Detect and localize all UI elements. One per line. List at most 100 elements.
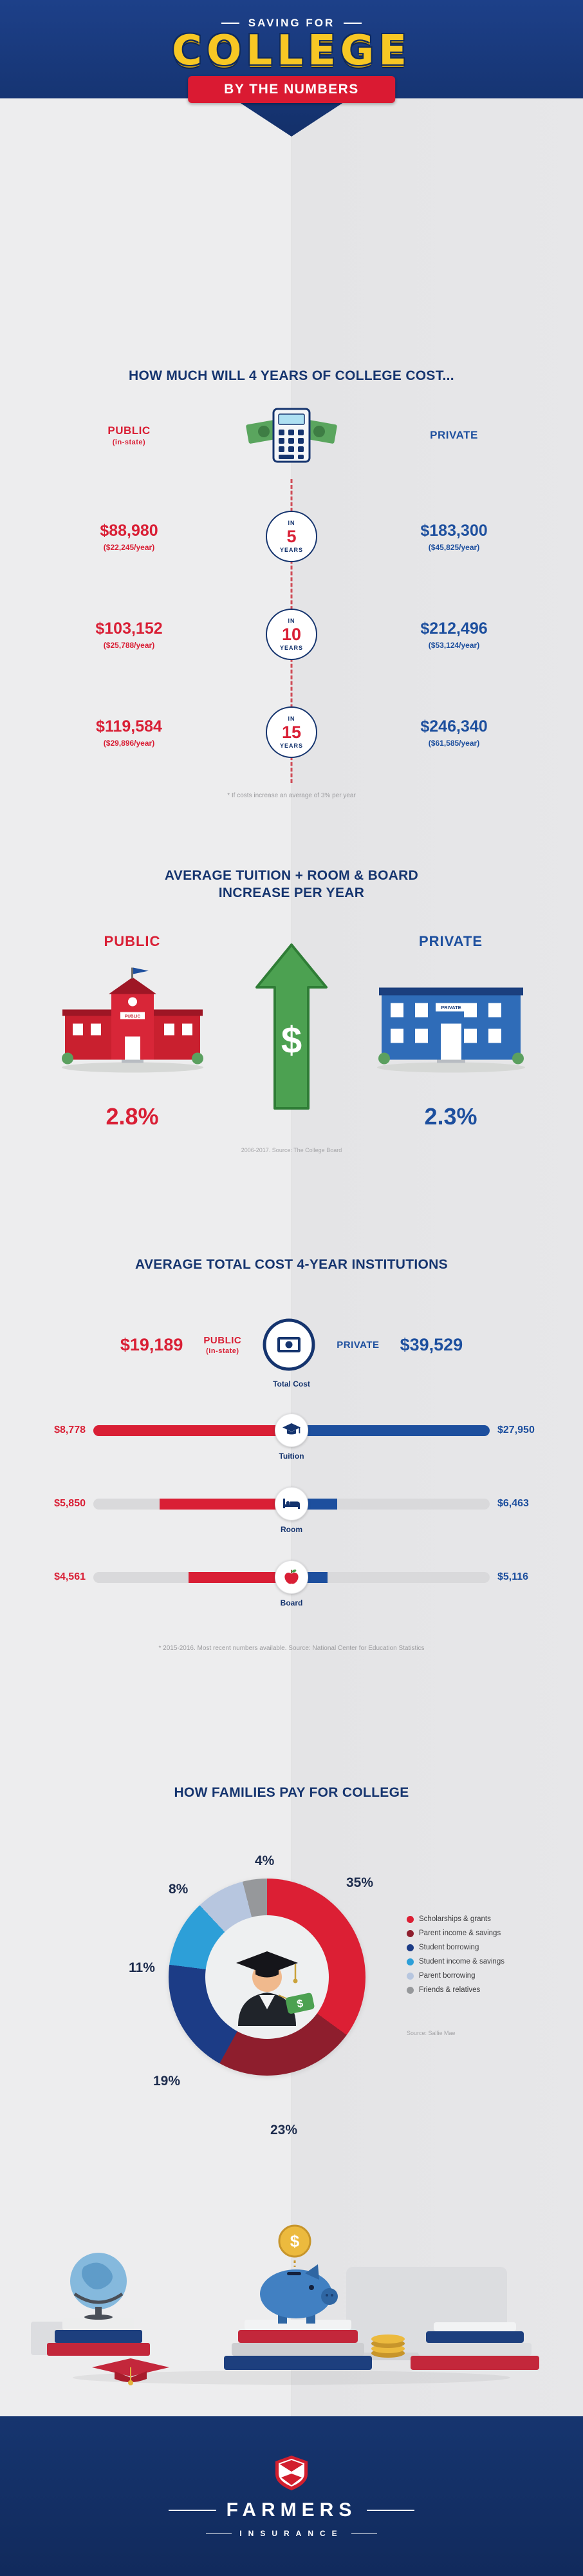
increase-grid: PUBLIC PUBLIC: [24, 933, 559, 1130]
cost-table: PUBLIC (in-state): [31, 403, 552, 783]
pct-friends-relatives: 4%: [255, 1853, 275, 1868]
private-increase-column: PRIVATE PRIVATE: [343, 933, 559, 1130]
private-total-5yr: $183,300: [420, 521, 488, 540]
legend-dot: [407, 1944, 414, 1951]
legend-item: Student income & savings: [407, 1958, 504, 1965]
page-title: COLLEGE: [172, 27, 411, 75]
private-total-10yr: $212,496: [420, 619, 488, 638]
donut-chart-area: $ 35% 23% 19% 11% 8% 4% Scholarships & g…: [0, 1801, 583, 2200]
tuition-caption: Tuition: [279, 1452, 304, 1461]
section-pay-title: HOW FAMILIES PAY FOR COLLEGE: [174, 1785, 409, 1800]
legend-label: Parent income & savings: [419, 1929, 501, 1937]
public-school-illustration: PUBLIC: [61, 967, 203, 1073]
pct-parent-borrowing: 8%: [169, 1882, 189, 1897]
apple-icon: [275, 1560, 308, 1594]
increase-source: 2006-2017. Source: The College Board: [241, 1146, 342, 1153]
bar-fill-public: [93, 1425, 292, 1436]
section-cost-title: HOW MUCH WILL 4 YEARS OF COLLEGE COST...: [129, 368, 454, 383]
money-tag-dollar: $: [296, 1997, 305, 2011]
public-total-10yr: $103,152: [95, 619, 163, 638]
header-banner-text: BY THE NUMBERS: [224, 82, 359, 97]
section-annual-increase: AVERAGE TUITION + ROOM & BOARD INCREASE …: [0, 867, 583, 1153]
bar-row-board: $4,561: [24, 1560, 559, 1607]
pay-source: Source: Sallie Mae: [407, 2030, 456, 2036]
public-total-5yr: $88,980: [100, 521, 158, 540]
total-public-label: PUBLIC (in-state): [203, 1335, 241, 1355]
section-college-cost: HOW MUCH WILL 4 YEARS OF COLLEGE COST...…: [0, 368, 583, 799]
tuition-public-value: $8,778: [54, 1425, 86, 1435]
section-how-families-pay: HOW FAMILIES PAY FOR COLLEGE: [0, 1785, 583, 2200]
legend-dot: [407, 1986, 414, 1994]
board-private-value: $5,116: [497, 1571, 529, 1582]
total-cost-caption: Total Cost: [273, 1379, 310, 1388]
legend-dot: [407, 1972, 414, 1980]
room-public-value: $5,850: [54, 1498, 86, 1509]
brand-sub-row: INSURANCE: [206, 2529, 377, 2538]
room-caption: Room: [281, 1525, 302, 1534]
circle-in-text: IN: [288, 519, 295, 526]
public-label-text: PUBLIC: [107, 424, 151, 437]
private-amount-5yr: $183,300 ($45,825/year): [356, 522, 552, 552]
section-total-cost: AVERAGE TOTAL COST 4-YEAR INSTITUTIONS $…: [0, 1257, 583, 1652]
legend-label: Friends & relatives: [419, 1986, 481, 1994]
dash-right: [344, 23, 362, 24]
section-increase-title: AVERAGE TUITION + ROOM & BOARD INCREASE …: [164, 868, 419, 901]
total-private-label: PRIVATE: [337, 1339, 380, 1350]
year-circle-5: IN 5 YEARS: [266, 511, 317, 562]
cost-footnote: * If costs increase an average of 3% per…: [227, 792, 356, 799]
tuition-bar-track: [93, 1414, 490, 1447]
up-arrow-icon: $: [255, 943, 328, 1110]
increase-arrow: $: [240, 933, 343, 1113]
dash-left: [221, 23, 239, 24]
public-amount-10yr: $103,152 ($25,788/year): [31, 620, 227, 650]
bar-fill-public: [188, 1571, 292, 1583]
calculator-icon: [246, 408, 337, 462]
graduate-illustration: $: [236, 1951, 315, 2026]
pct-student-borrowing: 19%: [153, 2074, 181, 2088]
brand-name: FARMERS: [226, 2499, 357, 2521]
private-per-year-5yr: ($45,825/year): [428, 542, 480, 552]
legend-dot: [407, 1958, 414, 1965]
brand-line-left: [168, 2510, 216, 2511]
year-circle-10: IN 10 YEARS: [266, 609, 317, 660]
public-column-label: PUBLIC (in-state): [31, 424, 227, 446]
footer: FARMERS INSURANCE: [0, 2416, 583, 2576]
board-public-value: $4,561: [54, 1571, 86, 1582]
legend-item: Student borrowing: [407, 1944, 504, 1951]
year-circle-15: IN 15 YEARS: [266, 706, 317, 758]
private-total-15yr: $246,340: [420, 717, 488, 735]
public-amount-15yr: $119,584 ($29,896/year): [31, 717, 227, 748]
cost-row-10-years: $103,152 ($25,788/year) IN 10 YEARS $212…: [31, 605, 552, 663]
bottom-illustration: $: [0, 2170, 583, 2399]
calculator-money-icon: [227, 405, 356, 466]
total-footnote: * 2015-2016. Most recent numbers availab…: [158, 1645, 425, 1652]
public-increase-value: 2.8%: [106, 1103, 159, 1130]
brand-subtitle: INSURANCE: [239, 2529, 344, 2538]
legend-label: Scholarships & grants: [419, 1915, 491, 1923]
private-increase-value: 2.3%: [424, 1103, 477, 1130]
circle-years-text: YEARS: [279, 644, 303, 651]
pct-parent-income: 23%: [270, 2123, 298, 2137]
private-per-year-15yr: ($61,585/year): [428, 738, 480, 748]
public-per-year-5yr: ($22,245/year): [103, 542, 155, 552]
legend-item: Friends & relatives: [407, 1986, 504, 1994]
circle-years-text: YEARS: [279, 742, 303, 749]
legend-label: Student borrowing: [419, 1944, 479, 1951]
bar-fill-public: [159, 1498, 292, 1510]
private-amount-10yr: $212,496 ($53,124/year): [356, 620, 552, 650]
farmers-shield-logo: [275, 2456, 308, 2490]
circle-in-text: IN: [288, 715, 295, 722]
total-cost-row: $19,189 PUBLIC (in-state) PRIVATE $39,52…: [0, 1318, 583, 1372]
header-eyebrow: SAVING FOR: [0, 17, 583, 30]
legend-dot: [407, 1915, 414, 1923]
brand-row: FARMERS: [168, 2499, 415, 2521]
brand-subline-right: [351, 2533, 377, 2534]
bed-icon: [275, 1487, 308, 1520]
cost-bar-chart: $8,778: [24, 1414, 559, 1607]
public-sub-text: (in-state): [112, 439, 146, 446]
private-increase-label: PRIVATE: [418, 933, 483, 949]
legend-item: Parent borrowing: [407, 1972, 504, 1980]
legend-item: Scholarships & grants: [407, 1915, 504, 1923]
circle-years-number: 15: [281, 722, 302, 742]
